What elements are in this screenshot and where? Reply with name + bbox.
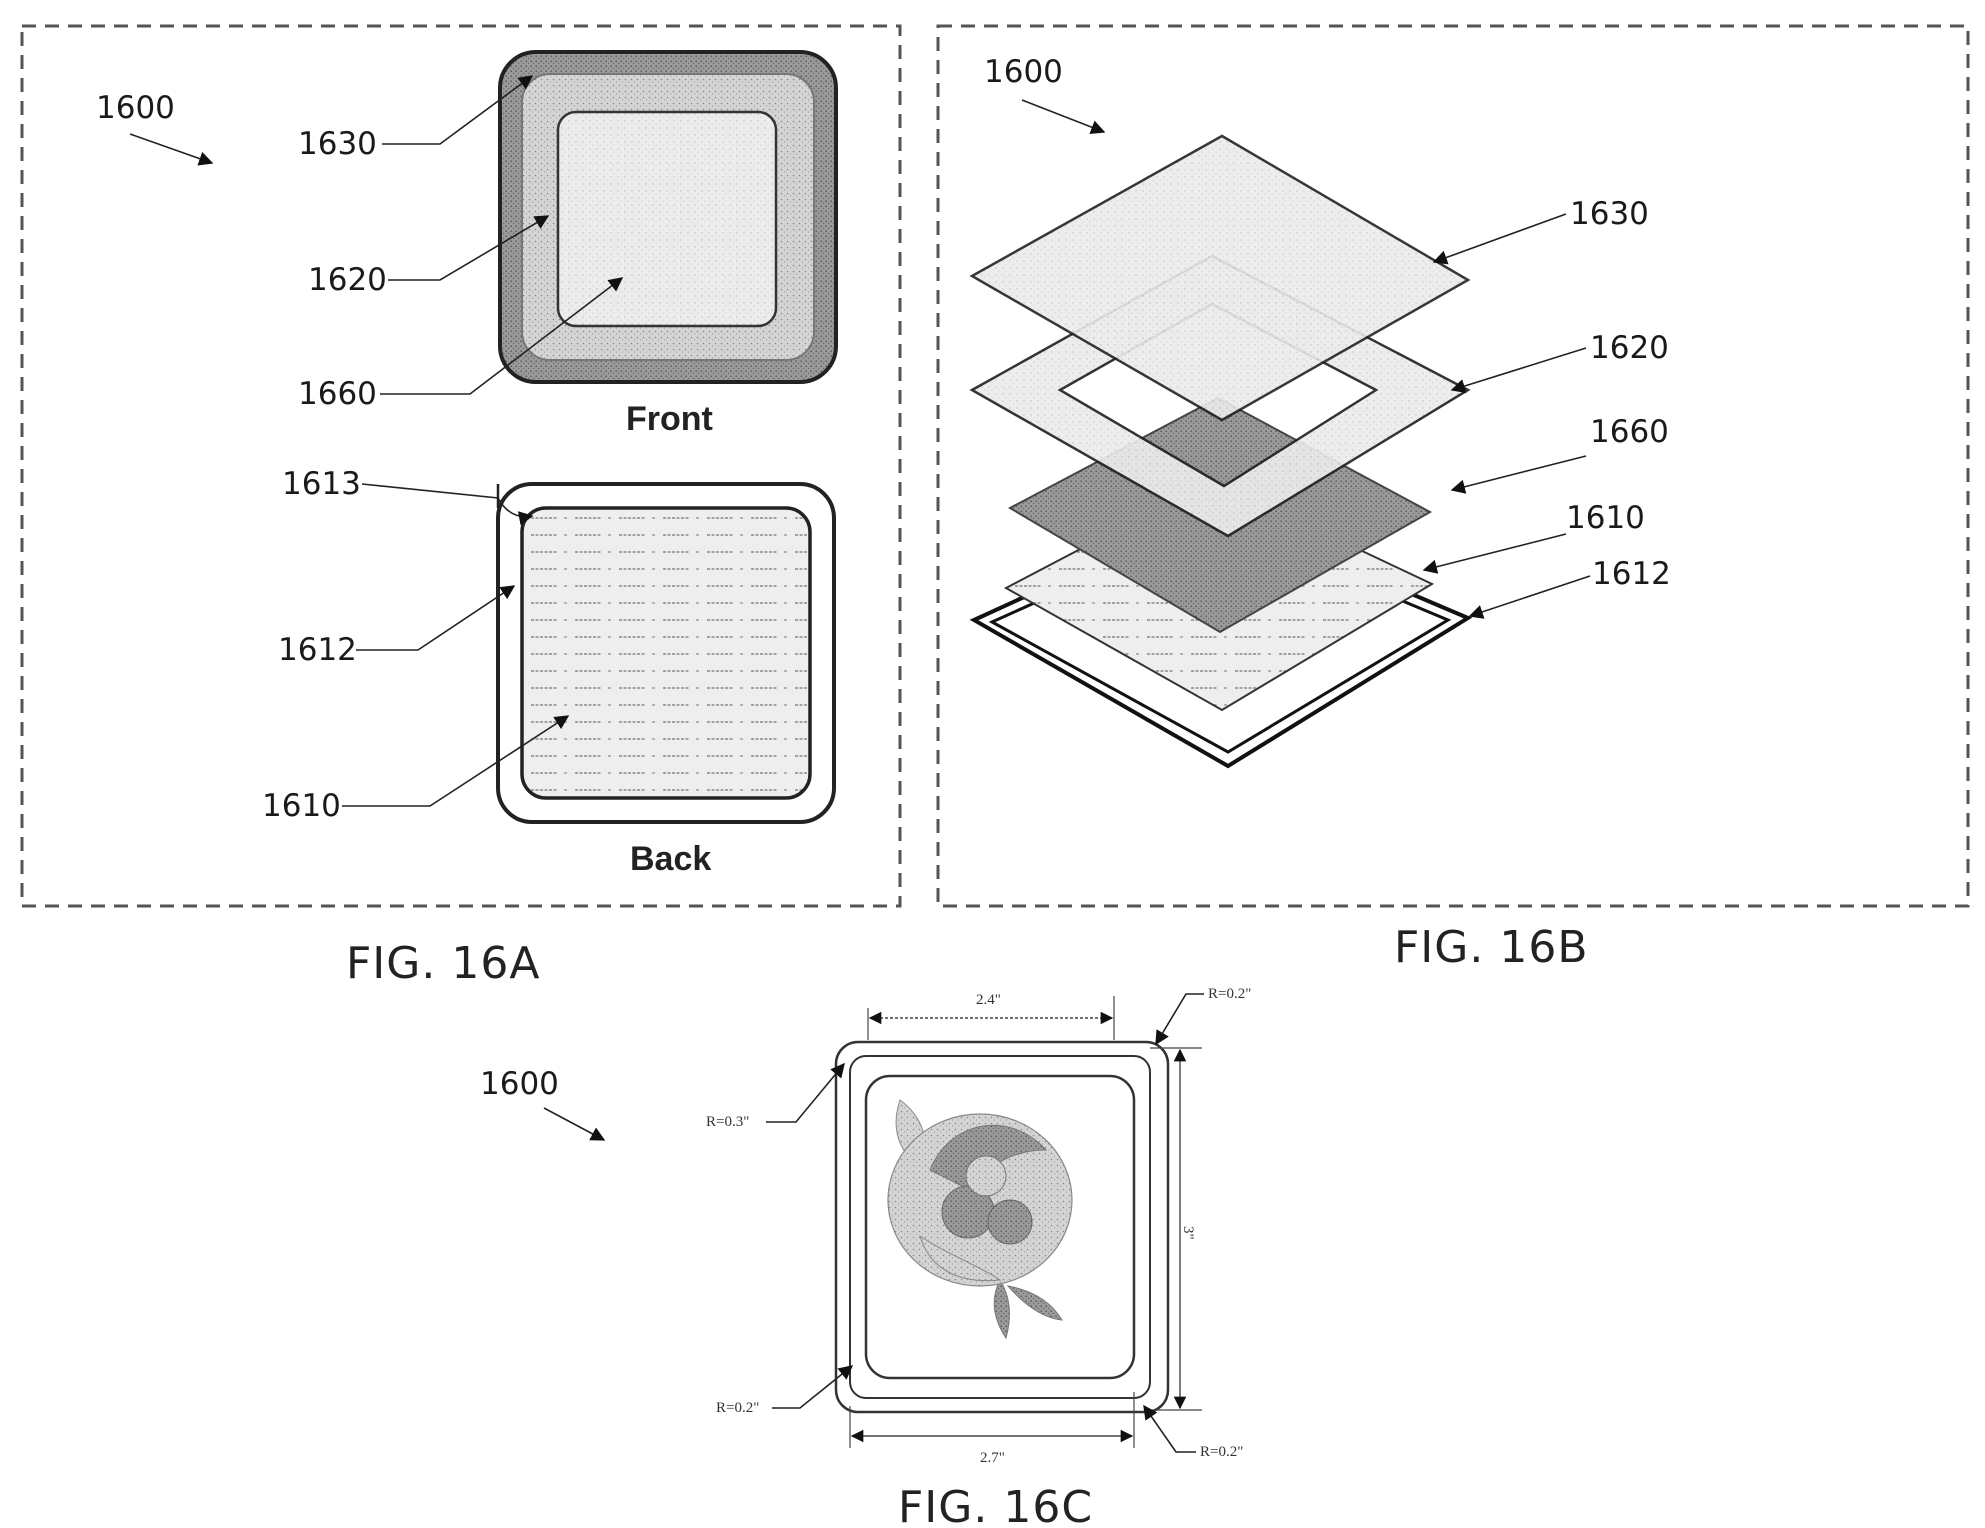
ref-1600-a: 1600: [96, 90, 175, 126]
ref-1620-b: 1620: [1590, 330, 1669, 366]
ref-1610-b: 1610: [1566, 500, 1645, 536]
leader-1613-a: [361, 483, 534, 526]
ref-1620-a: 1620: [308, 262, 387, 298]
ref-1600-b: 1600: [984, 54, 1063, 90]
arrow-1600-b: [1021, 99, 1106, 134]
dim-radius-top-left: R=0.3": [706, 1114, 749, 1130]
arrow-1600-a: [129, 133, 214, 166]
fig-16c-caption: FIG. 16C: [898, 1482, 1093, 1528]
ref-1610-a: 1610: [262, 788, 341, 824]
leader-1620-b: [1450, 347, 1587, 393]
leader-1610-a: [342, 715, 570, 807]
leader-1620-a: [388, 215, 550, 281]
fig-16a: 1600 Front 1630 1620 1660 Back 1613 1612…: [20, 24, 902, 989]
leader-1610-b: [1422, 533, 1567, 574]
leader-radius-bottom-left: [772, 1365, 854, 1409]
leader-1612-b: [1468, 575, 1591, 619]
flower-illustration: [887, 1099, 1073, 1340]
arrow-1600-c: [543, 1107, 606, 1141]
front-card: [498, 50, 838, 384]
ref-1630-a: 1630: [298, 126, 377, 162]
ref-1612-a: 1612: [278, 632, 357, 668]
ref-1613-a: 1613: [282, 466, 361, 502]
fig-16a-frame: [20, 24, 902, 908]
dim-radius-bottom-left: R=0.2": [716, 1400, 759, 1416]
ref-1660-a: 1660: [298, 376, 377, 412]
card-outline-middle: [849, 1055, 1151, 1399]
leader-1630-b: [1432, 213, 1567, 265]
ref-1600-c: 1600: [480, 1066, 559, 1102]
fig-16b-caption: FIG. 16B: [1394, 922, 1589, 973]
ref-1630-b: 1630: [1570, 196, 1649, 232]
dim-radius-bottom-right: R=0.2": [1200, 1444, 1243, 1460]
layer-1612-back: [520, 506, 812, 800]
leader-radius-top-left: [766, 1062, 845, 1123]
leader-radius-bottom-right: [1143, 1404, 1196, 1453]
layer-1660-front: [556, 110, 778, 328]
leader-1612-a: [356, 585, 516, 651]
fig-16a-caption: FIG. 16A: [346, 938, 540, 989]
ref-1660-b: 1660: [1590, 414, 1669, 450]
dim-width-top: 2.4": [976, 992, 1001, 1008]
ref-1612-b: 1612: [1592, 556, 1671, 592]
dim-width-bottom: 2.7": [980, 1450, 1005, 1466]
leader-1660-a: [380, 277, 624, 395]
back-card: [496, 482, 836, 824]
layer-1630-b: [969, 134, 1471, 422]
fig-16c: 1600 2.4" 3" 2.7" R=0.2": [480, 986, 1251, 1528]
leader-1660-b: [1450, 455, 1587, 494]
back-label: Back: [630, 840, 711, 878]
leader-1630-a: [382, 75, 534, 145]
leader-radius-top-right: [1155, 993, 1204, 1046]
front-label: Front: [626, 400, 713, 438]
dim-height: 3": [1180, 1226, 1196, 1240]
dim-radius-top-right: R=0.2": [1208, 986, 1251, 1002]
fig-16b: 1600 1630 1620 1660 1610 1612 FIG. 16B: [936, 24, 1970, 973]
fig-16b-frame: [936, 24, 1970, 908]
